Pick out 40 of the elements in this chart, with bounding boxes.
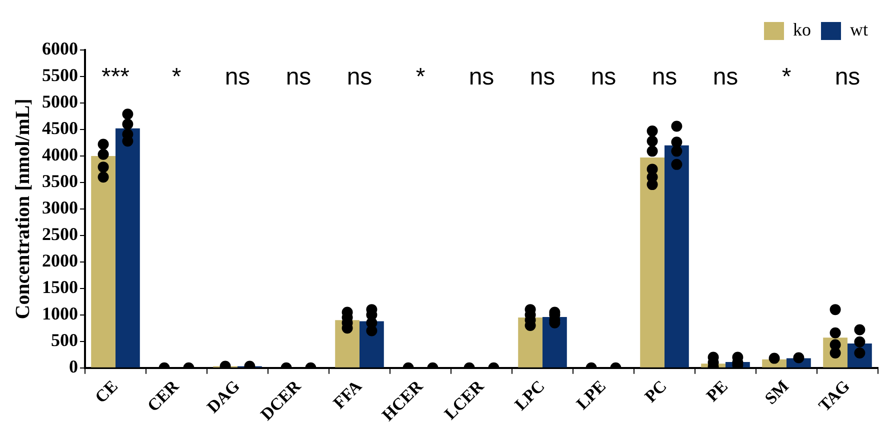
legend-label: wt — [850, 20, 868, 40]
annotation: ns — [712, 64, 738, 91]
y-tick-label: 500 — [51, 330, 78, 350]
x-tick-label: PC — [640, 376, 670, 406]
y-tick-label: 1000 — [42, 304, 78, 324]
y-tick-label: 2000 — [42, 250, 78, 271]
y-tick-label: 5000 — [42, 92, 78, 112]
annotation: ns — [590, 64, 616, 91]
bar — [640, 158, 664, 368]
legend-label: ko — [793, 20, 811, 40]
y-tick-label: 5500 — [42, 65, 78, 86]
bar — [91, 156, 116, 368]
annotation: ns — [652, 64, 678, 91]
bar — [542, 316, 567, 368]
y-tick-label: 6000 — [42, 38, 78, 59]
annotation: * — [416, 64, 426, 91]
y-tick-label: 4500 — [42, 118, 78, 138]
bar — [664, 145, 689, 368]
x-tick-label: CE — [91, 376, 122, 407]
x-tick-label: CER — [144, 376, 183, 416]
annotation: *** — [101, 64, 130, 91]
bar — [116, 128, 140, 368]
annotation: * — [782, 64, 792, 91]
x-tick-label: SM — [760, 376, 792, 408]
y-tick-label: 2500 — [42, 224, 78, 244]
y-axis-title: Concentration [nmol/mL] — [12, 98, 34, 320]
annotation: ns — [834, 64, 860, 91]
y-tick-label: 1500 — [42, 277, 78, 298]
y-tick-label: 3000 — [42, 198, 78, 218]
annotation: * — [172, 64, 182, 91]
y-tick-label: 0 — [69, 356, 78, 376]
y-tick-label: 4000 — [42, 144, 78, 165]
x-tick-label: FFA — [330, 376, 366, 412]
annotation: ns — [530, 64, 556, 91]
annotation: ns — [468, 64, 494, 91]
y-tick-label: 3500 — [42, 171, 78, 192]
annotation: ns — [224, 64, 250, 91]
x-tick-label: PE — [702, 376, 732, 406]
annotation: ns — [346, 64, 372, 91]
annotation: ns — [286, 64, 312, 91]
